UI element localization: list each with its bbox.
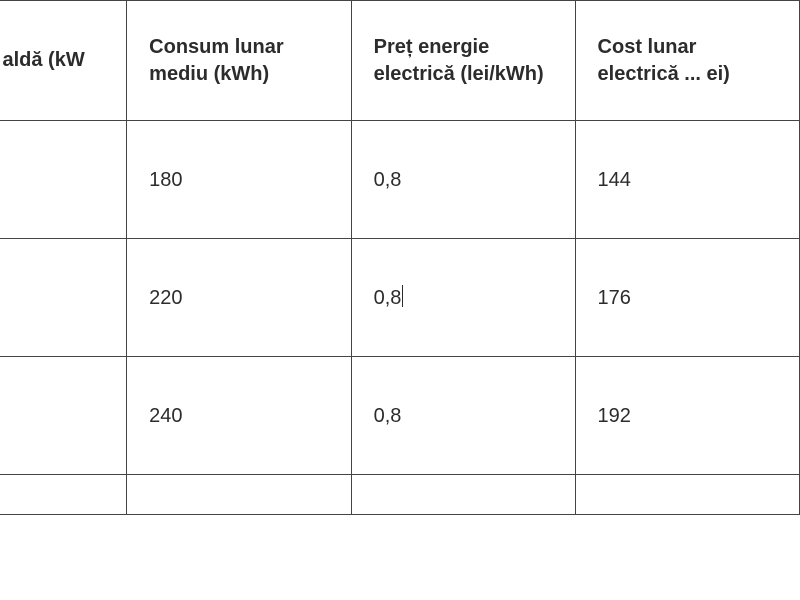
col-header-energy-label: nergie pe aldă (kW [0, 49, 85, 71]
table-row: 240 0,8 192 [0, 357, 800, 475]
cell-empty [127, 475, 351, 515]
col-header-consum-label: Consum lunar mediu (kWh) [149, 36, 283, 85]
cell-consum: 220 [127, 239, 351, 357]
energy-cost-table: nergie pe aldă (kW Consum lunar mediu (k… [0, 0, 800, 515]
cell-consum: 240 [127, 357, 351, 475]
col-header-cost-label: Cost lunar electrică ... ei) [598, 36, 730, 85]
cell-empty [0, 475, 127, 515]
cell-energy [0, 121, 127, 239]
cell-price: 0,8 [351, 357, 575, 475]
table-row: 180 0,8 144 [0, 121, 800, 239]
table-header-row: nergie pe aldă (kW Consum lunar mediu (k… [0, 1, 800, 121]
cell-energy [0, 239, 127, 357]
col-header-energy: nergie pe aldă (kW [0, 1, 127, 121]
col-header-consum: Consum lunar mediu (kWh) [127, 1, 351, 121]
col-header-price: Preț energie electrică (lei/kWh) [351, 1, 575, 121]
cell-energy [0, 357, 127, 475]
cell-empty [575, 475, 799, 515]
cell-consum: 180 [127, 121, 351, 239]
cell-cost: 144 [575, 121, 799, 239]
table-footer-row [0, 475, 800, 515]
text-caret-icon [402, 285, 403, 307]
cell-price[interactable]: 0,8 [351, 239, 575, 357]
cell-price: 0,8 [351, 121, 575, 239]
cell-cost: 176 [575, 239, 799, 357]
cell-empty [351, 475, 575, 515]
energy-cost-table-wrap: nergie pe aldă (kW Consum lunar mediu (k… [0, 0, 800, 515]
table-row: 220 0,8 176 [0, 239, 800, 357]
col-header-cost: Cost lunar electrică ... ei) [575, 1, 799, 121]
col-header-price-label: Preț energie electrică (lei/kWh) [374, 36, 544, 85]
cell-cost: 192 [575, 357, 799, 475]
